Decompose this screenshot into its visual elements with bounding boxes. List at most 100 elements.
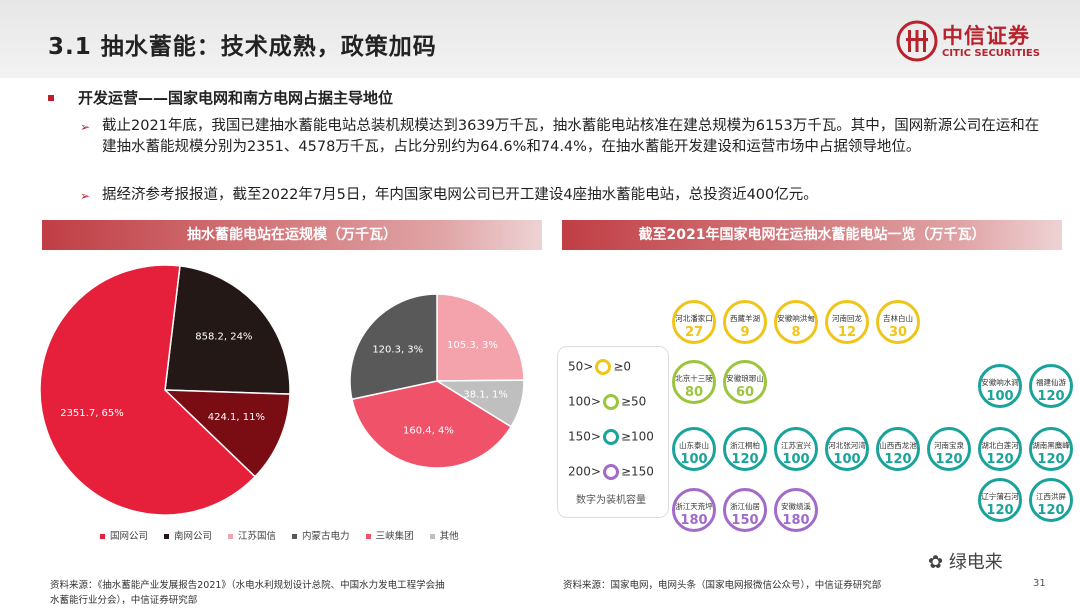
scale-upper: 100> — [568, 394, 601, 409]
station-name: 西藏羊湖 — [730, 314, 760, 323]
station-capacity: 120 — [986, 503, 1014, 518]
scale-upper: 150> — [568, 429, 601, 444]
pie-slice-江苏国信 — [436, 293, 525, 382]
station-name: 北京十三陵 — [675, 374, 713, 383]
station-badge: 河北张河湾 100 — [825, 427, 869, 471]
scale-row: 200> ≥150 — [568, 464, 654, 480]
scale-row: 100> ≥50 — [568, 394, 646, 410]
station-name: 湖南黑麋峰 — [1032, 441, 1070, 450]
station-badge: 江西洪屏 120 — [1029, 478, 1073, 522]
source-left: 资料来源：《抽水蓄能产业发展报告2021》（水电水利规划设计总院、中国水力发电工… — [50, 580, 445, 606]
station-badge: 河南宝泉 120 — [927, 427, 971, 471]
wechat-icon: ✿ — [928, 552, 949, 573]
source-right: 资料来源：国家电网，电网头条（国家电网报微信公众号），中信证券研究部 — [563, 580, 882, 591]
station-badge: 山东泰山 100 — [672, 427, 716, 471]
station-name: 山东泰山 — [679, 441, 709, 450]
scale-row: 50> ≥0 — [568, 359, 631, 375]
station-badge: 山西西龙池 120 — [876, 427, 920, 471]
station-badge: 河北潘家口 27 — [672, 300, 716, 344]
pie-slice-国网公司 — [39, 264, 257, 516]
pie-label-国网公司: 2351.7, 65% — [60, 408, 124, 419]
station-badge: 安徽琅琊山 60 — [723, 360, 767, 404]
scale-row: 150> ≥100 — [568, 429, 654, 445]
station-name: 河南宝泉 — [934, 441, 964, 450]
station-name: 浙江仙居 — [730, 502, 760, 511]
scale-note: 数字为装机容量 — [576, 495, 646, 506]
scale-lower: ≥100 — [620, 429, 654, 444]
station-capacity: 60 — [735, 385, 755, 400]
station-name: 江西洪屏 — [1036, 492, 1066, 501]
station-capacity: 80 — [684, 385, 704, 400]
watermark-text: 绿电来 — [948, 552, 1003, 573]
logo-text-en: CITIC SECURITIES — [942, 48, 1040, 59]
scale-lower: ≥150 — [620, 464, 654, 479]
station-badge: 北京十三陵 80 — [672, 360, 716, 404]
arrow-bullet-icon: ➢ — [80, 120, 91, 134]
legend-label: 三峡集团 — [375, 531, 414, 542]
right-chart-title: 截至2021年国家电网在运抽水蓄能电站一览（万千瓦） — [562, 220, 1062, 250]
station-badge: 江苏宜兴 100 — [774, 427, 818, 471]
page-number: 31 — [1033, 578, 1046, 589]
station-capacity: 27 — [684, 325, 704, 340]
station-capacity: 120 — [1037, 389, 1065, 404]
left-chart-title: 抽水蓄能电站在运规模（万千瓦） — [42, 220, 542, 250]
legend-label: 其他 — [439, 531, 459, 542]
chart-legend: 国网公司 南网公司 江苏国信 内蒙古电力 三峡集团 其他 — [100, 528, 459, 542]
station-capacity: 120 — [986, 452, 1014, 467]
station-name: 安徽绩溪 — [781, 502, 811, 511]
legend-label: 内蒙古电力 — [302, 531, 350, 542]
legend-swatch — [429, 534, 435, 539]
section-heading: 开发运营——国家电网和南方电网占据主导地位 — [78, 89, 394, 107]
legend-swatch — [292, 534, 298, 539]
station-badge: 湖南黑麋峰 120 — [1029, 427, 1073, 471]
station-capacity: 120 — [1037, 452, 1065, 467]
station-name: 安徽响洪甸 — [777, 314, 815, 323]
pie-label-其他: 38.1, 1% — [463, 390, 508, 401]
legend-item: 其他 — [429, 528, 459, 542]
station-capacity: 120 — [1037, 503, 1065, 518]
pie-label-江苏国信: 105.3, 3% — [447, 340, 498, 351]
station-name: 江苏宜兴 — [781, 441, 811, 450]
watermark: ✿ 绿电来 — [928, 548, 1003, 574]
pie-label-内蒙古电力: 160.4, 4% — [403, 426, 454, 437]
legend-item: 三峡集团 — [365, 528, 414, 542]
station-capacity: 9 — [740, 325, 750, 340]
scale-lower: ≥50 — [620, 394, 647, 409]
paragraph-2: 据经济参考报报道，截至2022年7月5日，年内国家电网公司已开工建设4座抽水蓄能… — [102, 187, 818, 203]
pie-slice-南网公司 — [164, 265, 291, 395]
legend-item: 国网公司 — [100, 528, 148, 542]
station-name: 福建仙游 — [1036, 378, 1066, 387]
station-badge: 福建仙游 120 — [1029, 364, 1073, 408]
station-capacity: 120 — [731, 452, 759, 467]
scale-upper: 50> — [568, 359, 594, 374]
station-name: 山西西龙池 — [879, 441, 917, 450]
station-capacity: 100 — [986, 389, 1014, 404]
legend-label: 江苏国信 — [238, 531, 277, 542]
legend-item: 南网公司 — [164, 528, 212, 542]
legend-item: 江苏国信 — [228, 528, 276, 542]
station-capacity: 180 — [782, 513, 810, 528]
station-name: 浙江天荒坪 — [675, 502, 713, 511]
legend-swatch — [228, 534, 234, 539]
legend-label: 南网公司 — [174, 531, 213, 542]
pie-label-other: 424.1, 11% — [208, 412, 265, 423]
station-badge: 浙江天荒坪 180 — [672, 488, 716, 532]
station-name: 湖北白莲河 — [981, 441, 1019, 450]
legend-swatch — [164, 534, 170, 539]
station-name: 河北潘家口 — [675, 314, 713, 323]
scale-circle-icon — [602, 429, 619, 445]
station-badge: 浙江桐柏 120 — [723, 427, 767, 471]
paragraph-1: 截止2021年底，我国已建抽水蓄能电站总装机规模达到3639万千瓦，抽水蓄能电站… — [102, 118, 1040, 155]
station-badge: 辽宁蒲石河 120 — [978, 478, 1022, 522]
station-capacity: 100 — [833, 452, 861, 467]
station-badge: 安徽响水涧 100 — [978, 364, 1022, 408]
pie-label-南网公司: 858.2, 24% — [195, 332, 252, 343]
station-badge: 吉林白山 30 — [876, 300, 920, 344]
pie-slice-内蒙古电力 — [351, 380, 513, 469]
station-capacity: 120 — [935, 452, 963, 467]
page-title: 3.1 抽水蓄能：技术成熟，政策加码 — [48, 34, 437, 60]
scale-circle-icon — [595, 359, 612, 375]
station-name: 浙江桐柏 — [730, 441, 760, 450]
scale-upper: 200> — [568, 464, 601, 479]
pie-label-三峡集团: 120.3, 3% — [372, 344, 423, 355]
